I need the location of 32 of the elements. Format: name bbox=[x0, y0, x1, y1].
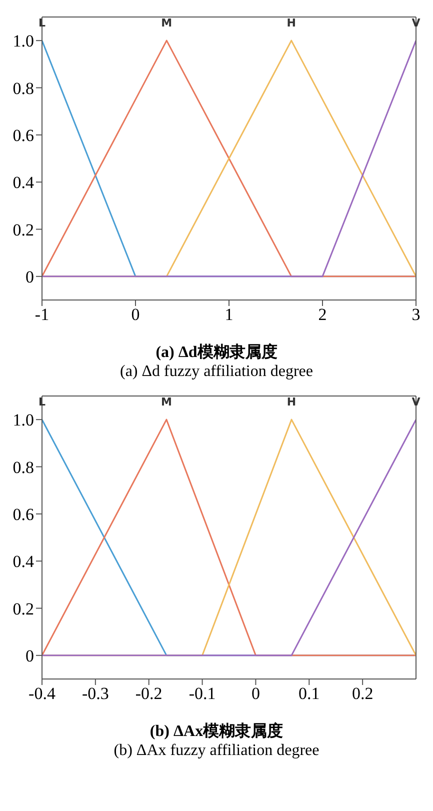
y-tick-label: 0.2 bbox=[12, 220, 34, 240]
y-tick-label: 0.8 bbox=[12, 78, 34, 98]
text: (a) Δd模糊隶属度 bbox=[156, 344, 278, 361]
y-tick-label: 0.6 bbox=[12, 504, 34, 524]
text: (b) ΔAx模糊隶属度 bbox=[150, 723, 284, 740]
x-tick-label: -0.2 bbox=[135, 684, 162, 704]
y-tick-label: 0.4 bbox=[12, 173, 34, 192]
x-tick-label: 0 bbox=[131, 305, 140, 324]
y-tick-label: 0 bbox=[26, 646, 34, 666]
series-label: H bbox=[286, 396, 296, 409]
series-label: M bbox=[161, 16, 172, 30]
y-tick-label: 0.8 bbox=[12, 458, 34, 477]
y-tick-label: 0.2 bbox=[12, 599, 34, 618]
text: (b) ΔAx fuzzy affiliation degree bbox=[114, 742, 320, 759]
x-tick-label: 2 bbox=[318, 305, 327, 324]
x-tick-label: 1 bbox=[224, 305, 234, 324]
y-tick-label: 1.0 bbox=[12, 410, 34, 430]
x-tick-label: 0.1 bbox=[298, 684, 320, 704]
series-label: M bbox=[161, 396, 172, 409]
x-tick-label: -0.3 bbox=[82, 684, 109, 704]
y-tick-label: 0 bbox=[26, 267, 34, 286]
series-label: H bbox=[286, 16, 296, 30]
x-tick-label: 3 bbox=[412, 305, 420, 324]
x-tick-label: -0.4 bbox=[28, 684, 56, 704]
y-tick-label: 0.4 bbox=[12, 552, 34, 572]
x-tick-label: -1 bbox=[34, 305, 50, 324]
x-tick-label: 0.2 bbox=[352, 684, 374, 704]
y-tick-label: 1.0 bbox=[12, 32, 34, 51]
x-tick-label: -0.1 bbox=[188, 684, 216, 704]
x-tick-label: 0 bbox=[251, 684, 260, 704]
text: (a) Δd fuzzy affiliation degree bbox=[120, 363, 313, 380]
y-tick-label: 0.6 bbox=[12, 126, 34, 145]
